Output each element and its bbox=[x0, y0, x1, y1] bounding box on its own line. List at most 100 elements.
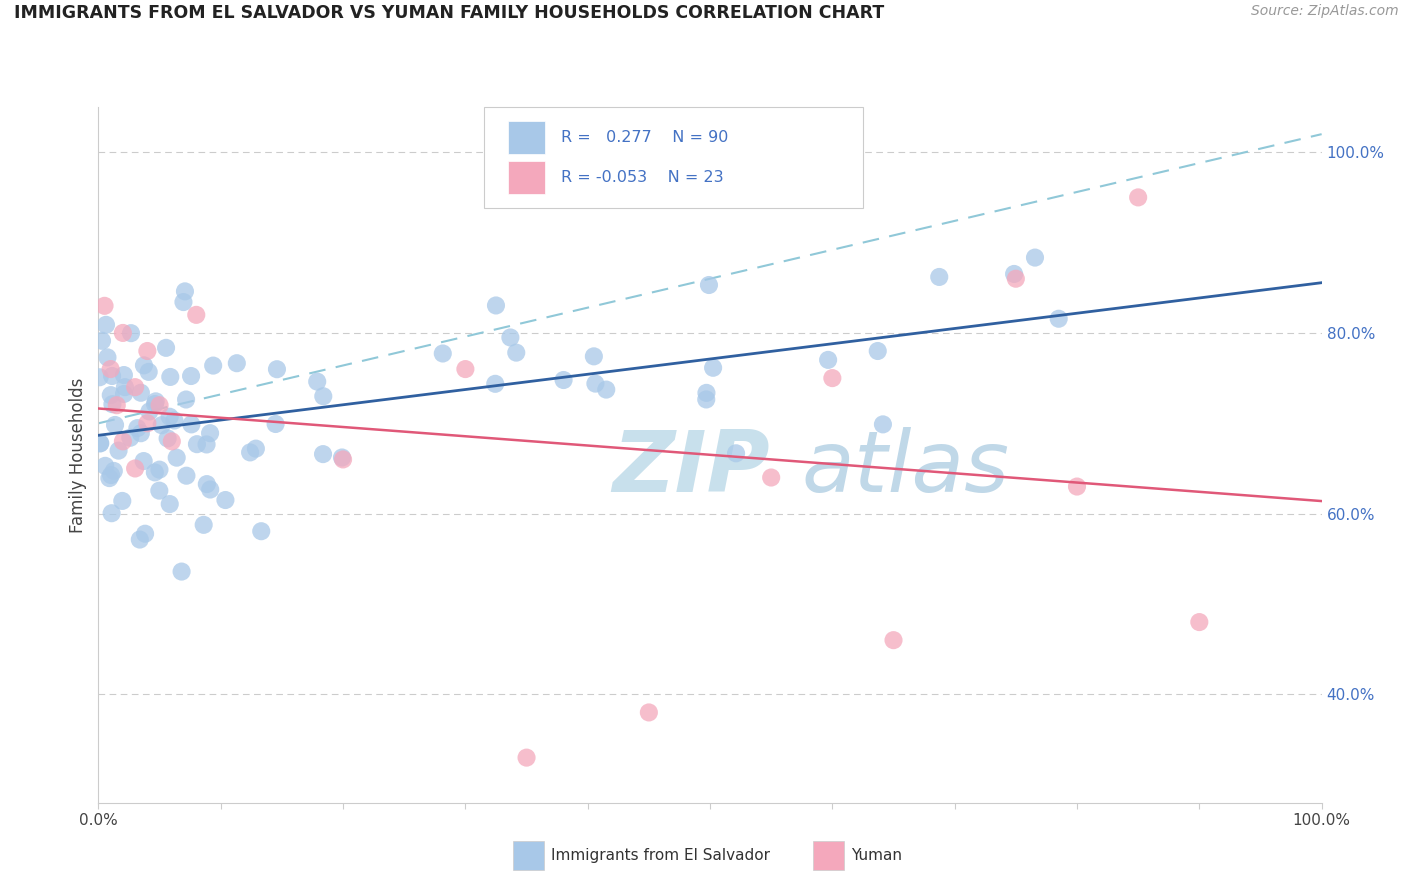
Point bbox=[866, 344, 889, 359]
Point bbox=[143, 466, 166, 480]
Point bbox=[128, 533, 150, 547]
Point bbox=[180, 369, 202, 384]
Point bbox=[166, 450, 188, 465]
Point bbox=[93, 299, 115, 313]
Text: R =   0.277    N = 90: R = 0.277 N = 90 bbox=[561, 130, 728, 145]
Point bbox=[264, 417, 287, 431]
Point bbox=[266, 362, 288, 376]
Point bbox=[821, 371, 844, 385]
Point bbox=[111, 326, 134, 340]
Point bbox=[156, 431, 179, 445]
Point bbox=[214, 493, 236, 508]
Point bbox=[505, 345, 527, 359]
Point bbox=[198, 426, 221, 441]
Point bbox=[101, 397, 124, 411]
Point bbox=[174, 392, 197, 407]
Point bbox=[149, 398, 172, 412]
Point bbox=[312, 389, 335, 403]
Point bbox=[695, 385, 717, 400]
Point bbox=[89, 370, 111, 384]
Point bbox=[94, 318, 117, 332]
Point bbox=[100, 362, 122, 376]
Point bbox=[91, 334, 114, 348]
Point bbox=[702, 360, 724, 375]
Point bbox=[1002, 267, 1025, 281]
Point bbox=[432, 346, 454, 360]
Point bbox=[129, 426, 152, 441]
Point bbox=[132, 454, 155, 468]
Point bbox=[1066, 479, 1088, 493]
Point bbox=[155, 341, 177, 355]
FancyBboxPatch shape bbox=[508, 121, 546, 154]
Point bbox=[1188, 615, 1211, 629]
Point bbox=[170, 565, 193, 579]
Point bbox=[1128, 190, 1150, 204]
Point bbox=[697, 278, 720, 293]
Point bbox=[172, 295, 194, 310]
Point bbox=[485, 298, 508, 312]
Point bbox=[454, 362, 477, 376]
Text: Source: ZipAtlas.com: Source: ZipAtlas.com bbox=[1251, 4, 1399, 19]
Y-axis label: Family Households: Family Households bbox=[69, 377, 87, 533]
Point bbox=[145, 394, 167, 409]
Point bbox=[100, 506, 122, 520]
Point bbox=[515, 750, 537, 764]
Point bbox=[138, 404, 160, 418]
Point bbox=[124, 380, 146, 394]
Point bbox=[200, 483, 222, 497]
Point bbox=[582, 349, 605, 363]
Point bbox=[195, 477, 218, 491]
Point bbox=[105, 398, 128, 412]
Point bbox=[499, 330, 522, 344]
Point bbox=[307, 375, 329, 389]
Point bbox=[148, 483, 170, 498]
Point bbox=[136, 417, 159, 431]
Point bbox=[695, 392, 717, 407]
Point bbox=[112, 387, 135, 401]
Point bbox=[195, 437, 218, 451]
Point bbox=[129, 385, 152, 400]
Point bbox=[159, 370, 181, 384]
Point bbox=[107, 443, 129, 458]
Point bbox=[553, 373, 575, 387]
Point bbox=[143, 397, 166, 411]
Text: IMMIGRANTS FROM EL SALVADOR VS YUMAN FAMILY HOUSEHOLDS CORRELATION CHART: IMMIGRANTS FROM EL SALVADOR VS YUMAN FAM… bbox=[14, 4, 884, 22]
Point bbox=[1047, 311, 1070, 326]
Point bbox=[332, 452, 354, 467]
Point bbox=[132, 359, 155, 373]
FancyBboxPatch shape bbox=[484, 107, 863, 208]
Point bbox=[174, 285, 197, 299]
Point bbox=[638, 706, 661, 720]
Point bbox=[928, 269, 950, 284]
Point bbox=[202, 359, 225, 373]
Point bbox=[725, 446, 748, 460]
Point bbox=[138, 365, 160, 379]
Text: Immigrants from El Salvador: Immigrants from El Salvador bbox=[551, 848, 770, 863]
Text: atlas: atlas bbox=[801, 427, 1010, 510]
FancyBboxPatch shape bbox=[508, 161, 546, 194]
Point bbox=[89, 436, 111, 450]
Point bbox=[112, 368, 135, 382]
Point bbox=[160, 434, 183, 449]
Point bbox=[180, 417, 202, 432]
Point bbox=[883, 633, 905, 648]
Point bbox=[103, 464, 125, 478]
Point bbox=[186, 437, 208, 451]
Point bbox=[111, 434, 134, 449]
Point bbox=[150, 418, 173, 433]
Point bbox=[761, 470, 783, 484]
Point bbox=[583, 376, 606, 391]
Point bbox=[176, 468, 198, 483]
Point bbox=[312, 447, 335, 461]
Point bbox=[104, 417, 127, 432]
Point bbox=[872, 417, 894, 432]
Point bbox=[100, 388, 122, 402]
Point bbox=[120, 431, 142, 445]
Point bbox=[484, 376, 506, 391]
Point bbox=[94, 458, 117, 473]
Text: ZIP: ZIP bbox=[612, 427, 770, 510]
Point bbox=[163, 413, 186, 427]
Point bbox=[89, 436, 111, 450]
Point bbox=[1004, 271, 1026, 285]
Point bbox=[245, 442, 267, 456]
